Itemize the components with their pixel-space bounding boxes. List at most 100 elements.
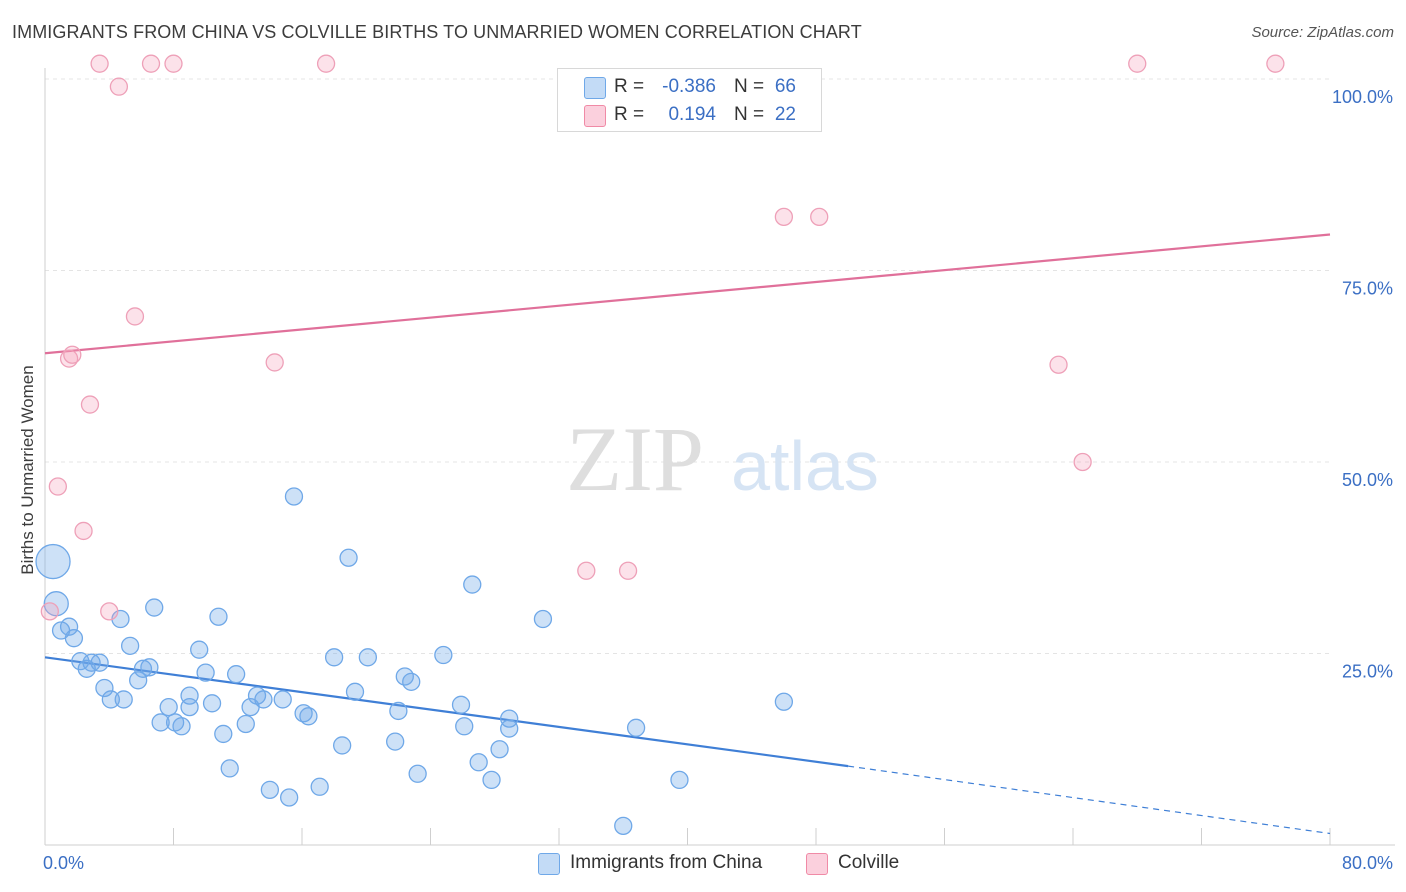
legend-swatch-china: [538, 853, 560, 875]
point-colville: [577, 561, 596, 580]
point-china: [172, 717, 191, 736]
stats-r-label: R =: [614, 76, 645, 97]
point-china: [402, 672, 421, 691]
point-china: [151, 713, 170, 732]
stats-n-label: N =: [734, 104, 765, 125]
point-colville: [109, 77, 129, 96]
trend-line-colville: [44, 233, 1331, 355]
point-china: [226, 665, 246, 684]
point-china: [626, 718, 646, 737]
watermark-zip: ZIP: [566, 408, 704, 510]
point-china: [451, 695, 471, 714]
point-china: [260, 780, 280, 799]
point-china: [482, 770, 501, 790]
point-china: [455, 717, 474, 736]
axes: [44, 68, 1395, 846]
point-china: [310, 777, 329, 796]
point-china: [59, 617, 79, 636]
point-colville: [63, 345, 82, 364]
legend-label-colville: Colville: [838, 852, 900, 873]
point-china: [114, 690, 133, 709]
point-china: [180, 697, 199, 717]
point-china: [140, 658, 159, 677]
stats-n-value: 66: [774, 76, 796, 97]
point-colville: [90, 54, 109, 73]
y-tick-label: 25.0%: [1342, 662, 1393, 682]
point-colville: [618, 561, 638, 580]
stats-r-value: -0.386: [662, 76, 716, 97]
point-china: [408, 764, 427, 783]
point-colville: [40, 602, 59, 621]
point-china: [386, 732, 405, 751]
point-china: [209, 607, 228, 626]
point-china: [120, 636, 140, 655]
point-colville: [810, 207, 829, 227]
trend-line-china-extension: [848, 765, 1331, 835]
trend-lines: [44, 233, 1331, 835]
point-colville: [1128, 54, 1147, 73]
point-china: [133, 659, 153, 678]
point-china: [236, 714, 255, 734]
point-colville: [1073, 452, 1092, 472]
point-colville: [125, 307, 145, 326]
point-china: [490, 740, 509, 759]
point-colville: [80, 395, 100, 414]
y-tick-label: 100.0%: [1332, 87, 1393, 107]
point-china: [202, 694, 222, 713]
stats-row-china: R = -0.386 N = 66: [558, 73, 821, 99]
point-china: [469, 753, 488, 772]
stats-r-label: R =: [614, 104, 645, 125]
point-china: [614, 816, 633, 835]
point-china: [774, 692, 794, 711]
point-china: [90, 653, 109, 672]
point-china: [279, 788, 299, 807]
point-colville: [141, 54, 161, 73]
y-tick-label: 75.0%: [1342, 279, 1393, 299]
point-china: [389, 701, 408, 721]
point-china: [339, 548, 358, 567]
watermark-atlas: atlas: [731, 427, 879, 505]
y-tick-label: 50.0%: [1342, 470, 1393, 490]
point-china: [64, 629, 84, 648]
source-credit: Source: ZipAtlas.com: [1251, 24, 1394, 41]
point-china: [434, 645, 453, 665]
point-china: [159, 697, 178, 717]
point-china: [220, 759, 239, 778]
point-china: [95, 678, 114, 698]
point-china: [533, 609, 553, 629]
x-tick-label: 80.0%: [1342, 853, 1393, 873]
stats-box: R = -0.386 N = 66 R = 0.194 N = 22: [557, 68, 822, 132]
point-china: [43, 591, 69, 617]
point-china: [273, 690, 292, 709]
point-china: [284, 487, 304, 506]
point-china: [35, 543, 71, 580]
trend-line-china: [44, 656, 849, 768]
point-china: [196, 663, 215, 682]
point-china: [190, 640, 209, 659]
point-colville: [1266, 54, 1285, 73]
stats-swatch-china: [584, 77, 606, 99]
point-colville: [164, 54, 183, 73]
point-china: [254, 690, 273, 709]
point-china: [670, 770, 689, 790]
point-china: [101, 690, 121, 709]
point-china: [500, 709, 519, 728]
legend: Immigrants from China Colville: [0, 850, 1406, 878]
stats-swatch-colville: [584, 105, 606, 127]
point-colville: [74, 521, 93, 541]
point-colville: [100, 602, 119, 621]
point-china: [463, 575, 482, 594]
point-colville: [316, 54, 336, 73]
point-colville: [1049, 355, 1068, 374]
point-china: [333, 736, 352, 755]
point-china: [324, 648, 344, 667]
stats-n-label: N =: [734, 76, 765, 97]
point-china: [358, 648, 378, 667]
stats-r-value: 0.194: [668, 104, 716, 125]
x-tick-label: 0.0%: [43, 853, 84, 873]
point-china: [299, 707, 318, 726]
data-points: [35, 54, 1285, 835]
point-china: [129, 671, 148, 690]
legend-label-china: Immigrants from China: [570, 852, 763, 873]
